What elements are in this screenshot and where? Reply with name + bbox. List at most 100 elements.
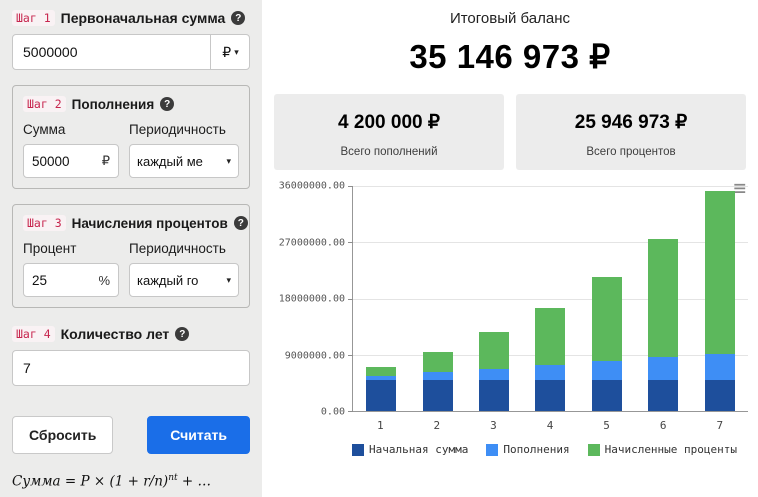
- bar-column: [635, 186, 691, 411]
- y-tick-label: 9000000.00: [284, 350, 345, 361]
- deposit-amount-input[interactable]: [32, 153, 98, 169]
- bar-segment: [704, 379, 735, 411]
- chart-body: 36000000.00 27000000.00 18000000.00 9000000…: [272, 181, 748, 418]
- step1-badge: Шаг 1: [12, 10, 55, 26]
- formula: Сумма = P × (1 + r/n)nt + …: [12, 473, 211, 490]
- bar-segment: [535, 307, 566, 365]
- percent-input[interactable]: [32, 272, 95, 288]
- bar-segment: [366, 376, 397, 380]
- bar-segment: [535, 379, 566, 411]
- bar-segment: [704, 191, 735, 354]
- legend-item[interactable]: Пополнения: [486, 443, 570, 456]
- y-tick-label: 0.00: [320, 406, 345, 418]
- bar-column: [692, 186, 748, 411]
- x-tick-label: 5: [603, 419, 610, 432]
- step4-section: Шаг 4 Количество лет ?: [12, 326, 250, 386]
- bar-column: [466, 186, 522, 411]
- bar-segment: [591, 277, 622, 362]
- help-icon[interactable]: ?: [175, 327, 190, 341]
- help-icon[interactable]: ?: [160, 97, 175, 111]
- stacked-bar[interactable]: [422, 186, 453, 411]
- stacked-bar[interactable]: [704, 186, 735, 411]
- accrual-period-select[interactable]: каждый го ▾: [129, 263, 239, 297]
- step3-badge: Шаг 3: [23, 215, 66, 231]
- stacked-bar[interactable]: [591, 186, 622, 411]
- summary-cards: 4 200 000 ₽ Всего пополнений 25 946 973 …: [274, 94, 746, 170]
- x-tick-label: 6: [659, 419, 667, 432]
- percent-group: %: [23, 263, 119, 297]
- stacked-bar[interactable]: [535, 186, 566, 411]
- calculate-button[interactable]: Считать: [147, 416, 250, 454]
- accrual-period-value: каждый го: [137, 272, 199, 288]
- years-group: [12, 350, 250, 386]
- bar-segment: [648, 239, 679, 358]
- y-tick-mark: [348, 298, 353, 300]
- step3-fields: Процент % Периодичность каждый го ▾: [23, 241, 239, 297]
- deposits-total: 4 200 000 ₽: [338, 112, 440, 133]
- chart-bars: [353, 186, 748, 411]
- reset-button[interactable]: Сбросить: [12, 416, 114, 454]
- legend-label: Начисленные проценты: [604, 443, 738, 456]
- legend-label: Начальная сумма: [369, 443, 469, 456]
- y-tick-label: 36000000.00: [278, 180, 345, 192]
- interest-card: 25 946 973 ₽ Всего процентов: [516, 94, 746, 170]
- deposits-caption: Всего пополнений: [340, 146, 438, 158]
- deposit-currency-suffix: ₽: [101, 153, 110, 168]
- step2-fields: Сумма ₽ Периодичность каждый ме ▾: [23, 122, 239, 178]
- step3-header: Шаг 3 Начисления процентов ?: [23, 215, 248, 231]
- bar-column: [353, 186, 409, 411]
- formula-suffix: + …: [177, 473, 212, 489]
- result-title: Итоговый баланс: [449, 10, 571, 27]
- bar-segment: [422, 379, 453, 411]
- step2-badge: Шаг 2: [23, 96, 66, 112]
- stacked-bar[interactable]: [366, 186, 397, 411]
- deposit-period-label: Периодичность: [129, 122, 226, 137]
- step1-label: Первоначальная сумма: [60, 10, 226, 26]
- help-icon[interactable]: ?: [233, 216, 248, 230]
- help-icon[interactable]: ?: [231, 11, 246, 25]
- step1-header: Шаг 1 Первоначальная сумма ?: [12, 10, 250, 26]
- gridline: [353, 186, 748, 187]
- chart-y-axis: 36000000.00 27000000.00 18000000.00 9000000…: [272, 181, 352, 418]
- gridline: [353, 242, 748, 244]
- total-balance: 35 146 973 ₽: [409, 38, 611, 75]
- stacked-bar[interactable]: [479, 186, 510, 411]
- chart-menu-icon[interactable]: ≡: [733, 176, 746, 200]
- x-tick-label: 1: [376, 419, 384, 432]
- balance-chart: ≡ 36000000.00 27000000.00 18000000.00 90000…: [272, 178, 748, 456]
- gridline: [353, 298, 748, 300]
- formula-prefix: Сумма = P × (1 + r/n): [12, 473, 169, 489]
- bar-segment: [648, 379, 679, 411]
- x-tick-label: 2: [433, 419, 441, 432]
- stacked-bar[interactable]: [648, 186, 679, 411]
- step2-label: Пополнения: [71, 96, 155, 112]
- interest-total: 25 946 973 ₽: [574, 112, 688, 133]
- legend-swatch-icon: [352, 443, 364, 456]
- bar-segment: [366, 379, 397, 411]
- years-input[interactable]: [12, 350, 250, 386]
- bar-segment: [422, 372, 453, 380]
- bar-segment: [422, 351, 453, 373]
- currency-select[interactable]: ₽ ▾: [210, 34, 250, 70]
- deposit-period-value: каждый ме: [137, 153, 203, 169]
- chevron-down-icon: ▾: [226, 274, 231, 285]
- bar-segment: [479, 379, 510, 411]
- step2-header: Шаг 2 Пополнения ?: [23, 96, 239, 112]
- deposits-card: 4 200 000 ₽ Всего пополнений: [274, 94, 504, 170]
- bar-segment: [591, 361, 622, 380]
- step4-badge: Шаг 4: [12, 326, 55, 342]
- y-tick-label: 18000000.00: [278, 293, 345, 305]
- bar-segment: [591, 379, 622, 411]
- step4-label: Количество лет: [60, 326, 170, 342]
- deposit-period-select[interactable]: каждый ме ▾: [129, 144, 239, 178]
- bar-segment: [479, 332, 510, 369]
- deposit-amount-label: Сумма: [23, 122, 66, 137]
- bar-segment: [648, 357, 679, 380]
- bar-segment: [704, 353, 735, 380]
- bar-segment: [479, 368, 510, 380]
- legend-item[interactable]: Начисленные проценты: [587, 443, 738, 456]
- buttons-row: Сбросить Считать: [12, 416, 250, 454]
- legend-item[interactable]: Начальная сумма: [352, 443, 468, 456]
- bar-column: [579, 186, 635, 411]
